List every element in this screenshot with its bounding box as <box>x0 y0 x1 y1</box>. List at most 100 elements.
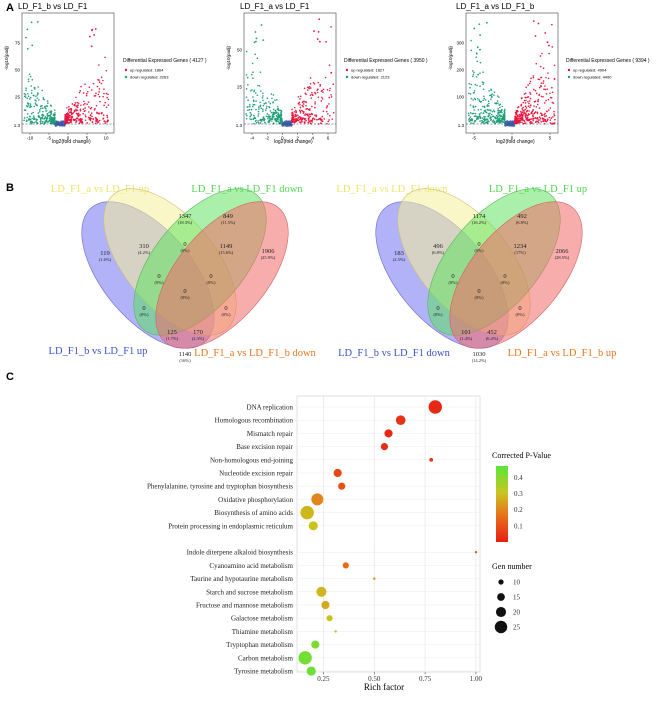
volcano-point <box>468 114 470 117</box>
volcano-point <box>472 105 475 107</box>
volcano-point <box>547 118 549 120</box>
term-point <box>338 482 346 490</box>
volcano-point <box>468 83 471 85</box>
volcano-point-ns <box>513 125 516 127</box>
volcano-point <box>28 119 30 121</box>
volcano-point <box>544 88 547 91</box>
volcano-point <box>540 95 543 98</box>
term-label: Tryptophan metabolism <box>226 641 293 649</box>
volcano-point <box>103 104 105 107</box>
volcano-point <box>64 114 67 116</box>
volcano-point <box>495 120 498 123</box>
venn-region-percent: (0%) <box>207 280 216 285</box>
volcano-point-outlier <box>548 44 550 47</box>
volcano-point <box>553 114 556 117</box>
volcano-point <box>541 114 544 116</box>
volcano-point <box>52 119 54 121</box>
volcano-point <box>540 121 543 123</box>
volcano-point <box>70 110 72 113</box>
volcano-point <box>98 119 101 122</box>
volcano-point <box>536 117 539 120</box>
volcano-point-ns <box>513 123 515 126</box>
volcano-xtick: 0 <box>281 136 284 141</box>
volcano-point <box>524 96 526 99</box>
volcano-point <box>498 112 501 114</box>
volcano-point <box>328 103 330 105</box>
volcano-point <box>553 78 556 80</box>
volcano-xtick: 10 <box>103 136 109 141</box>
volcano-point-ns <box>284 123 287 126</box>
legend-up: up regulated: 4904 <box>573 68 607 73</box>
volcano-point <box>292 114 295 117</box>
volcano-point <box>325 106 328 109</box>
volcano-point <box>471 119 473 122</box>
volcano-point <box>86 90 89 93</box>
volcano-point <box>263 119 265 122</box>
volcano-point <box>478 115 481 118</box>
volcano-point <box>481 81 484 83</box>
volcano-point <box>106 116 109 119</box>
volcano-point <box>321 89 323 92</box>
volcano-point <box>482 105 484 108</box>
volcano-point <box>307 118 310 121</box>
color-legend-ticks: 0.4 0.3 0.2 0.1 <box>508 474 523 530</box>
venn-region-percent: (0%) <box>155 280 164 285</box>
volcano-point <box>321 118 323 121</box>
volcano-point <box>549 92 551 95</box>
volcano-point <box>270 111 273 114</box>
volcano-point <box>322 91 324 93</box>
volcano-point-outlier <box>479 48 481 51</box>
volcano-point <box>274 110 277 112</box>
volcano-title: LD_F1_b vs LD_F1 <box>18 2 88 11</box>
venn-region-count: 0 <box>477 288 480 295</box>
volcano-point <box>106 114 108 117</box>
volcano-point <box>310 112 313 115</box>
volcano-point-outlier <box>318 40 321 43</box>
volcano-point <box>102 114 105 116</box>
volcano-point <box>483 110 486 112</box>
term-point <box>321 600 330 610</box>
volcano-point <box>503 113 506 115</box>
volcano-point <box>503 119 506 122</box>
volcano-point <box>538 94 540 97</box>
volcano-point-outlier <box>534 35 537 37</box>
volcano-point <box>48 120 50 122</box>
venn-region-count: 0 <box>503 273 506 280</box>
volcano-point <box>28 73 31 75</box>
volcano-point <box>496 100 499 102</box>
volcano-point <box>73 104 76 107</box>
volcano-point <box>45 107 47 110</box>
volcano-point <box>272 94 275 96</box>
volcano-point <box>468 119 470 121</box>
volcano-point <box>276 118 279 121</box>
volcano-point <box>37 112 40 114</box>
volcano-point <box>547 72 549 74</box>
volcano-point <box>520 104 523 107</box>
color-tick-label: 0.3 <box>514 490 523 498</box>
volcano-point <box>90 112 93 114</box>
volcano-point <box>487 105 490 107</box>
term-label: Starch and sucrose metabolism <box>206 588 293 596</box>
volcano-point <box>542 80 545 82</box>
volcano-point <box>46 116 49 118</box>
volcano-point <box>268 116 270 118</box>
term-label: Oxidative phosphorylation <box>218 496 293 504</box>
volcano-point <box>45 109 48 112</box>
volcano-point <box>32 94 35 97</box>
volcano-point <box>551 91 554 94</box>
volcano-point <box>107 119 109 121</box>
volcano-points <box>467 20 556 127</box>
volcano-point <box>548 109 550 111</box>
volcano-point <box>328 96 331 99</box>
volcano-point <box>524 112 527 114</box>
volcano-point-outlier <box>255 37 258 40</box>
volcano-point <box>86 103 88 105</box>
volcano-point <box>543 113 546 116</box>
volcano-point <box>260 107 263 109</box>
volcano-point <box>47 114 50 117</box>
volcano-point <box>529 118 532 121</box>
volcano-point <box>487 120 489 123</box>
volcano-point <box>543 88 545 91</box>
volcano-point <box>95 120 97 122</box>
venn-label-bottom-left: LD_F1_b vs LD_F1 down <box>338 348 450 359</box>
